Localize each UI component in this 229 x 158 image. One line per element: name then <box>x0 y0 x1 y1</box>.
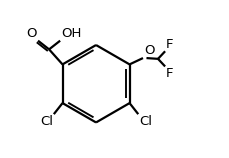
Text: OH: OH <box>61 27 81 40</box>
Text: O: O <box>143 44 154 57</box>
Text: F: F <box>165 67 172 80</box>
Text: O: O <box>26 27 37 40</box>
Text: Cl: Cl <box>138 115 151 128</box>
Text: Cl: Cl <box>40 115 53 128</box>
Text: F: F <box>165 38 172 51</box>
